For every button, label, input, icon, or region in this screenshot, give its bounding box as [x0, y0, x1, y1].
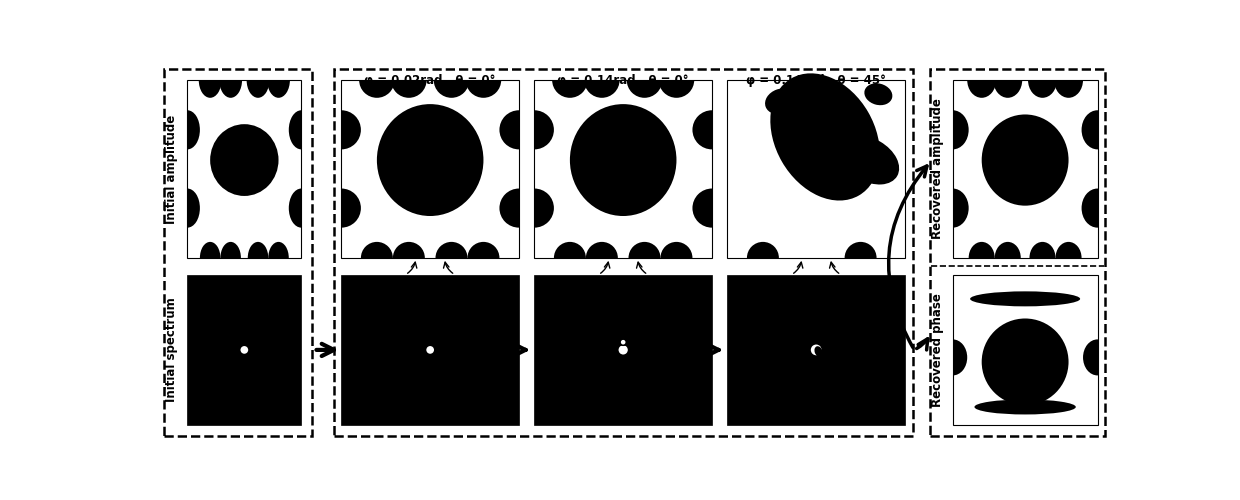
Ellipse shape [982, 318, 1069, 406]
Ellipse shape [746, 242, 779, 274]
Bar [187, 275, 301, 425]
Ellipse shape [839, 136, 899, 184]
Bar [952, 275, 1097, 425]
Ellipse shape [515, 188, 554, 228]
Text: Initial spectrum: Initial spectrum [165, 298, 179, 403]
Ellipse shape [811, 344, 822, 356]
Ellipse shape [1054, 62, 1083, 98]
Ellipse shape [967, 62, 996, 98]
Text: Recovered amplitude: Recovered amplitude [931, 98, 944, 240]
Ellipse shape [968, 242, 994, 274]
Ellipse shape [435, 242, 467, 274]
Ellipse shape [289, 188, 314, 228]
Ellipse shape [248, 242, 268, 274]
Ellipse shape [427, 346, 434, 354]
Ellipse shape [210, 124, 279, 196]
Bar [534, 80, 712, 258]
Ellipse shape [198, 62, 222, 98]
Bar [334, 69, 913, 436]
Bar [728, 275, 905, 425]
Ellipse shape [322, 110, 361, 150]
Ellipse shape [1081, 188, 1114, 228]
Ellipse shape [393, 242, 425, 274]
Ellipse shape [552, 62, 588, 98]
Ellipse shape [629, 242, 661, 274]
Ellipse shape [377, 104, 484, 216]
Ellipse shape [500, 188, 538, 228]
Text: φ = 0.14rad , θ = 45°: φ = 0.14rad , θ = 45° [746, 74, 887, 87]
Ellipse shape [936, 188, 968, 228]
Ellipse shape [618, 338, 629, 346]
Bar [930, 69, 1105, 436]
Ellipse shape [939, 340, 967, 376]
Ellipse shape [1081, 110, 1114, 150]
Ellipse shape [692, 110, 732, 150]
Ellipse shape [289, 110, 314, 150]
Ellipse shape [975, 400, 1076, 414]
Ellipse shape [268, 242, 289, 274]
Ellipse shape [322, 188, 361, 228]
Ellipse shape [765, 88, 796, 115]
Bar [341, 80, 520, 258]
Bar [952, 80, 1097, 258]
Bar [341, 275, 520, 425]
Ellipse shape [500, 110, 538, 150]
Ellipse shape [619, 346, 627, 354]
Ellipse shape [982, 114, 1069, 206]
Ellipse shape [936, 110, 968, 150]
Text: φ = 0.14rad , θ = 0°: φ = 0.14rad , θ = 0° [558, 74, 689, 87]
Ellipse shape [247, 62, 269, 98]
Ellipse shape [1029, 242, 1055, 274]
Ellipse shape [815, 346, 822, 356]
Bar [728, 80, 905, 258]
Ellipse shape [434, 62, 469, 98]
Ellipse shape [360, 62, 394, 98]
Ellipse shape [970, 292, 1080, 306]
Ellipse shape [584, 62, 620, 98]
Ellipse shape [200, 242, 221, 274]
Ellipse shape [221, 242, 241, 274]
Text: φ = 0.02rad , θ = 0°: φ = 0.02rad , θ = 0° [365, 74, 496, 87]
Bar [164, 69, 312, 436]
Text: Recovered phase: Recovered phase [931, 293, 944, 407]
Ellipse shape [661, 242, 692, 274]
Ellipse shape [626, 62, 662, 98]
Ellipse shape [175, 188, 200, 228]
Ellipse shape [692, 188, 732, 228]
Ellipse shape [219, 62, 242, 98]
Ellipse shape [554, 242, 585, 274]
Ellipse shape [1028, 62, 1056, 98]
Ellipse shape [175, 110, 200, 150]
Ellipse shape [361, 242, 393, 274]
Ellipse shape [515, 110, 554, 150]
Ellipse shape [844, 242, 877, 274]
Ellipse shape [570, 104, 677, 216]
Ellipse shape [864, 84, 893, 105]
Ellipse shape [1083, 340, 1112, 376]
Bar [534, 275, 712, 425]
Ellipse shape [241, 346, 248, 354]
Ellipse shape [391, 62, 427, 98]
Ellipse shape [770, 74, 880, 200]
Ellipse shape [585, 242, 618, 274]
Ellipse shape [994, 242, 1021, 274]
Ellipse shape [621, 340, 625, 344]
Text: Initial amplitude: Initial amplitude [165, 114, 179, 224]
Ellipse shape [1055, 242, 1081, 274]
Ellipse shape [466, 62, 501, 98]
Ellipse shape [267, 62, 290, 98]
Bar [187, 80, 301, 258]
Ellipse shape [993, 62, 1022, 98]
Ellipse shape [658, 62, 694, 98]
Ellipse shape [467, 242, 500, 274]
